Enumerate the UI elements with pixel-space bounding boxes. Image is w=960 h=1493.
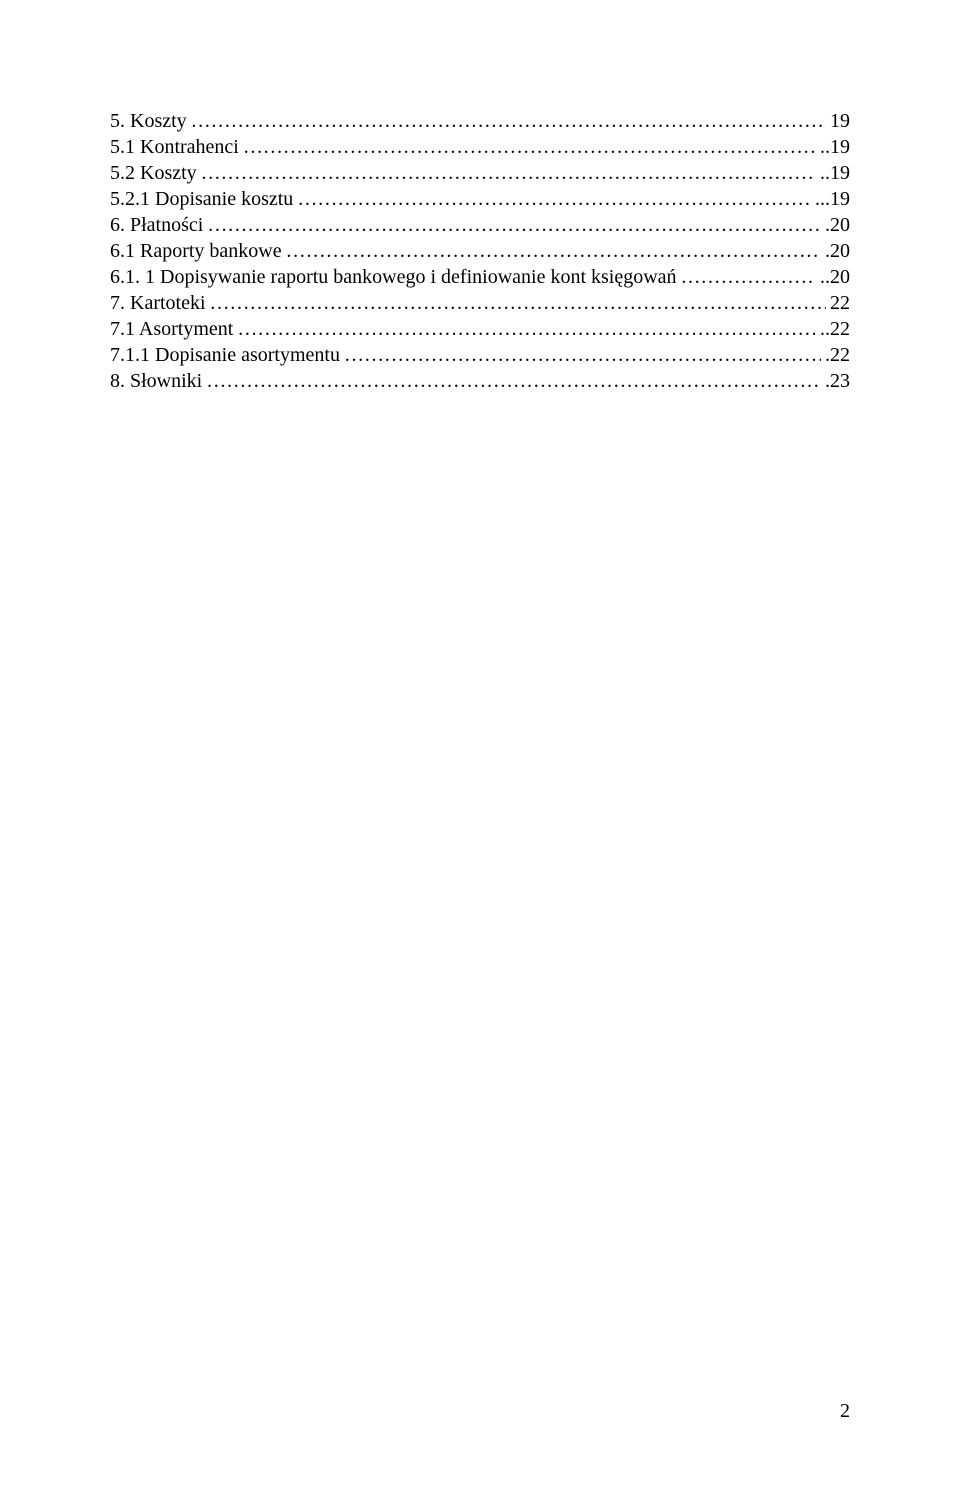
toc-entry: 7. Kartoteki 22 [110, 292, 850, 315]
toc-leader-dots [286, 240, 821, 263]
toc-entry: 5. Koszty 19 [110, 110, 850, 133]
toc-entry-page: 22 [830, 344, 850, 367]
toc-leader-dots [243, 136, 816, 159]
toc-leader-suffix: .. [820, 266, 830, 289]
toc-entry-page: 22 [830, 318, 850, 341]
toc-entry-title: 5.2 Koszty [110, 162, 197, 185]
toc-entry: 5.1 Kontrahenci.. 19 [110, 136, 850, 159]
toc-entry-page: 19 [830, 162, 850, 185]
toc-entry-page: 20 [830, 266, 850, 289]
table-of-contents: 5. Koszty 195.1 Kontrahenci.. 195.2 Kosz… [110, 110, 850, 393]
document-page: 5. Koszty 195.1 Kontrahenci.. 195.2 Kosz… [0, 0, 960, 1493]
toc-leader-suffix: .. [820, 162, 830, 185]
toc-entry: 6. Płatności. 20 [110, 214, 850, 237]
toc-entry-title: 7. Kartoteki [110, 292, 206, 315]
page-number: 2 [840, 1400, 850, 1423]
toc-entry-title: 6. Płatności [110, 214, 203, 237]
toc-entry-title: 6.1. 1 Dopisywanie raportu bankowego i d… [110, 266, 677, 289]
toc-entry: 5.2 Koszty.. 19 [110, 162, 850, 185]
toc-entry: 5.2.1 Dopisanie kosztu... 19 [110, 188, 850, 211]
toc-leader-dots [237, 318, 816, 341]
toc-entry-title: 5.1 Kontrahenci [110, 136, 239, 159]
toc-entry-title: 6.1 Raporty bankowe [110, 240, 282, 263]
toc-leader-dots [207, 214, 821, 237]
toc-entry-title: 5. Koszty [110, 110, 187, 133]
toc-entry-page: 19 [830, 136, 850, 159]
toc-entry-page: 23 [830, 370, 850, 393]
toc-entry-title: 8. Słowniki [110, 370, 202, 393]
toc-entry-title: 5.2.1 Dopisanie kosztu [110, 188, 293, 211]
toc-entry-page: 20 [830, 214, 850, 237]
toc-entry-page: 19 [830, 110, 850, 133]
toc-entry-page: 22 [830, 292, 850, 315]
toc-entry-page: 20 [830, 240, 850, 263]
toc-entry-title: 7.1 Asortyment [110, 318, 233, 341]
toc-leader-dots [297, 188, 811, 211]
toc-leader-dots [344, 344, 821, 367]
toc-entry: 6.1. 1 Dopisywanie raportu bankowego i d… [110, 266, 850, 289]
toc-leader-dots [201, 162, 816, 185]
toc-leader-dots [206, 370, 821, 393]
toc-entry: 7.1.1 Dopisanie asortymentu. 22 [110, 344, 850, 367]
toc-entry: 6.1 Raporty bankowe. 20 [110, 240, 850, 263]
toc-entry-page: 19 [830, 188, 850, 211]
toc-leader-suffix: .. [820, 136, 830, 159]
toc-leader-dots [210, 292, 826, 315]
toc-leader-suffix: .. [820, 318, 830, 341]
toc-entry-title: 7.1.1 Dopisanie asortymentu [110, 344, 340, 367]
toc-leader-dots [681, 266, 816, 289]
toc-entry: 8. Słowniki. 23 [110, 370, 850, 393]
toc-leader-dots [191, 110, 826, 133]
toc-leader-suffix: ... [815, 188, 830, 211]
toc-entry: 7.1 Asortyment.. 22 [110, 318, 850, 341]
